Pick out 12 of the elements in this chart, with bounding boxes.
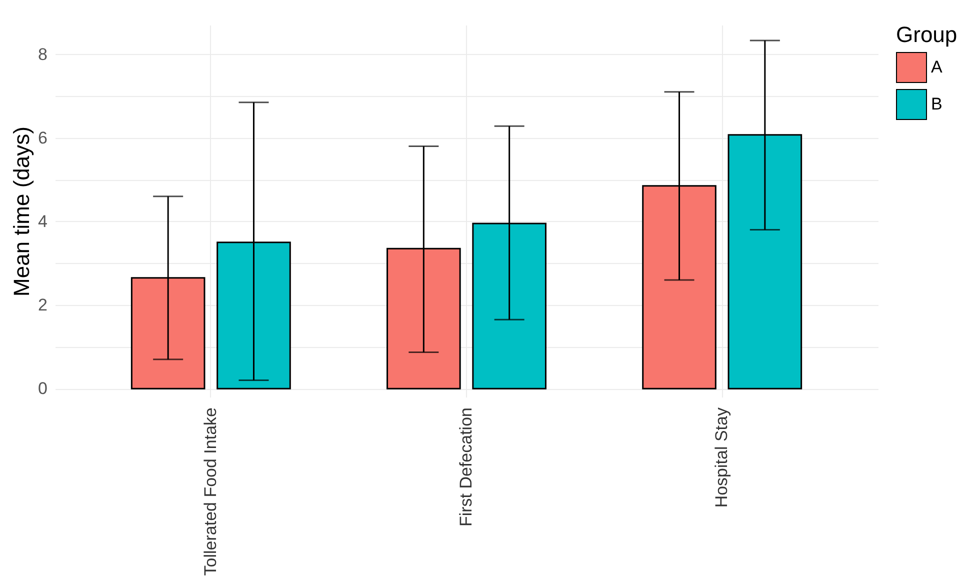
x-tick-label: Hospital Stay bbox=[712, 407, 732, 508]
y-tick-label: 8 bbox=[38, 44, 48, 64]
y-tick-label: 2 bbox=[38, 296, 48, 315]
y-axis-title: Mean time (days) bbox=[9, 126, 34, 296]
legend-label: B bbox=[931, 94, 942, 114]
legend-title: Group bbox=[896, 22, 958, 47]
y-tick-label: 4 bbox=[38, 212, 48, 231]
y-tick-label: 0 bbox=[38, 379, 48, 398]
x-tick-label: First Defecation bbox=[456, 408, 476, 527]
legend-label: A bbox=[931, 58, 943, 76]
y-tick-label: 6 bbox=[38, 128, 48, 148]
x-tick-label: Tollerated Food Intake bbox=[200, 408, 220, 576]
